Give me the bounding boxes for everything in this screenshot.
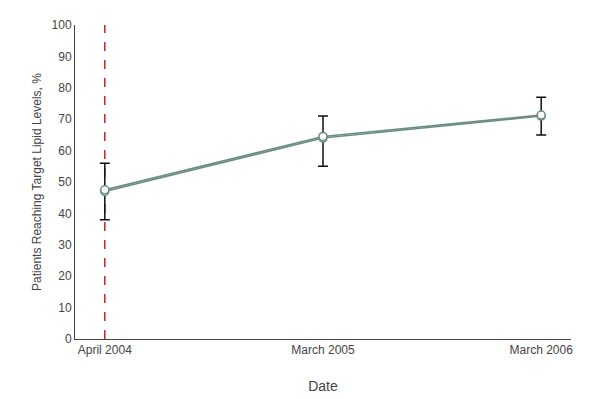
svg-text:20: 20 xyxy=(58,269,72,283)
svg-text:60: 60 xyxy=(58,144,72,158)
svg-text:40: 40 xyxy=(58,207,72,221)
svg-text:March 2005: March 2005 xyxy=(291,343,355,357)
svg-text:70: 70 xyxy=(58,112,72,126)
svg-text:10: 10 xyxy=(58,301,72,315)
svg-text:90: 90 xyxy=(58,50,72,64)
svg-text:Date: Date xyxy=(308,378,338,394)
svg-text:0: 0 xyxy=(65,332,72,346)
svg-text:Patients Reaching Target Lipid: Patients Reaching Target Lipid Levels, % xyxy=(30,73,44,291)
svg-text:100: 100 xyxy=(52,18,72,32)
svg-text:March 2006: March 2006 xyxy=(510,343,574,357)
svg-text:April 2004: April 2004 xyxy=(78,343,132,357)
svg-text:30: 30 xyxy=(58,238,72,252)
svg-text:50: 50 xyxy=(58,175,72,189)
svg-text:80: 80 xyxy=(58,81,72,95)
